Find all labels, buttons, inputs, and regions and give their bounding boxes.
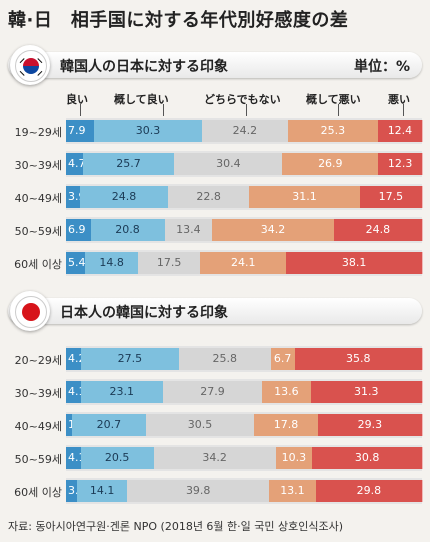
data-label: 13.1 xyxy=(280,484,305,497)
bar-segment xyxy=(317,414,423,436)
bar-segment xyxy=(286,252,423,274)
panel-title-japan: 日本人の韓国に対する印象 xyxy=(60,305,228,321)
legend-tick xyxy=(80,104,81,116)
data-label: 29.3 xyxy=(357,418,383,431)
bar-segment xyxy=(333,219,423,241)
data-label: 30.3 xyxy=(135,124,161,137)
data-label: 6.7 xyxy=(273,352,292,365)
data-label: 27.5 xyxy=(117,352,143,365)
row-label: 60세 이상 xyxy=(14,486,62,499)
bar-row: 7.9 30.3 24.2 25.3 12.4 xyxy=(66,118,423,144)
data-label: 17.8 xyxy=(273,418,299,431)
row-label: 40~49세 xyxy=(14,420,62,433)
data-label: 6.9 xyxy=(68,223,86,236)
bar-row: 3.114.139.813.129.8 xyxy=(66,478,423,504)
data-label: 24.8 xyxy=(365,223,391,236)
row-label: 50~59세 xyxy=(14,225,62,238)
data-label: 20.7 xyxy=(96,418,122,431)
data-label: 25.8 xyxy=(212,352,238,365)
row-label: 60세 이상 xyxy=(14,258,62,271)
bar-segment xyxy=(294,348,423,370)
bar-row: 4.1 23.1 27.9 13.6 31.3 xyxy=(66,379,423,405)
panel-header-japan: 日本人の韓国に対する印象 xyxy=(8,298,422,324)
data-label: 17.5 xyxy=(156,256,182,269)
data-label: 14.8 xyxy=(99,256,124,269)
data-label: 30.5 xyxy=(187,418,213,431)
legend-somewhat-bad: 概して悪い xyxy=(306,93,361,106)
data-label: 30.4 xyxy=(216,157,241,170)
source-note: 자료: 동아시아연구원·겐론 NPO (2018년 6월 한·일 국민 상호인식… xyxy=(8,520,344,533)
data-label: 13.6 xyxy=(274,385,299,398)
bar-row: 4.2 27.5 25.8 6.7 35.8 xyxy=(66,346,423,372)
data-label: 14.1 xyxy=(89,484,115,497)
bar-segment xyxy=(312,447,423,469)
legend-somewhat-good: 概して良い xyxy=(114,93,169,106)
legend-tick xyxy=(163,104,164,116)
legend-neutral: どちらでもない xyxy=(204,93,281,106)
row-label: 50~59세 xyxy=(14,453,62,466)
legend-bad: 悪い xyxy=(388,93,410,106)
bar-row: 5.4 14.8 17.5 24.1 38.1 xyxy=(66,250,423,276)
bar-row: 3.9 24.8 22.8 31.1 17.5 xyxy=(66,184,423,210)
data-label: 25.3 xyxy=(320,124,346,137)
legend-tick xyxy=(403,104,404,116)
data-label: 17.5 xyxy=(378,190,404,203)
legend-good: 良い xyxy=(66,93,88,106)
korea-flag-icon xyxy=(10,45,50,85)
data-label: 35.8 xyxy=(346,352,371,365)
panel-header-korea: 韓国人の日本に対する印象 単位：% xyxy=(8,52,422,78)
bar-segment xyxy=(377,120,423,142)
chart-title: 韓·日 相手国に対する年代別好感度の差 xyxy=(8,10,349,31)
bar-row: 4.1 20.5 34.2 10.3 30.8 xyxy=(66,445,423,471)
legend-tick xyxy=(338,104,339,116)
unit-label: 単位：% xyxy=(353,59,410,75)
legend-tick xyxy=(246,104,247,116)
data-label: 7.9 xyxy=(68,124,86,137)
data-label: 12.3 xyxy=(387,157,413,170)
data-label: 24.2 xyxy=(232,124,258,137)
bar-segment xyxy=(359,186,423,208)
data-label: 4.2 xyxy=(68,352,86,365)
japan-flag-icon xyxy=(10,291,50,331)
data-label: 27.9 xyxy=(200,385,225,398)
data-label: 26.9 xyxy=(318,157,343,170)
data-label: 25.7 xyxy=(116,157,141,170)
data-label: 38.1 xyxy=(341,256,367,269)
data-label: 24.8 xyxy=(111,190,137,203)
data-label: 39.8 xyxy=(185,484,211,497)
row-label: 40~49세 xyxy=(14,192,62,205)
bar-row: 6.9 20.8 13.4 34.2 24.8 xyxy=(66,217,423,243)
panel-title-korea: 韓国人の日本に対する印象 xyxy=(60,59,228,75)
data-label: 5.4 xyxy=(68,256,86,269)
data-label: 34.2 xyxy=(260,223,286,236)
bar-segment xyxy=(378,153,423,175)
data-label: 34.2 xyxy=(202,451,227,464)
bar-segment xyxy=(315,480,423,502)
row-label: 30~39세 xyxy=(14,159,62,172)
data-label: 31.3 xyxy=(354,385,379,398)
row-label: 20~29세 xyxy=(14,354,62,367)
data-label: 24.1 xyxy=(231,256,256,269)
data-label: 20.5 xyxy=(104,451,130,464)
data-label: 23.1 xyxy=(109,385,134,398)
data-label: 22.8 xyxy=(196,190,221,203)
data-label: 12.4 xyxy=(387,124,413,137)
data-label: 30.8 xyxy=(354,451,380,464)
data-label: 20.8 xyxy=(115,223,140,236)
bar-row: 4.7 25.7 30.4 26.9 12.3 xyxy=(66,151,423,177)
bar-segment xyxy=(310,381,423,403)
row-label: 19~29세 xyxy=(14,126,62,139)
data-label: 10.3 xyxy=(281,451,307,464)
data-label: 29.8 xyxy=(356,484,382,497)
row-label: 30~39세 xyxy=(14,387,62,400)
data-label: 13.4 xyxy=(176,223,201,236)
bar-row: 1.720.730.517.829.3 xyxy=(66,412,423,438)
data-label: 31.1 xyxy=(292,190,317,203)
data-label: 4.7 xyxy=(68,157,86,170)
